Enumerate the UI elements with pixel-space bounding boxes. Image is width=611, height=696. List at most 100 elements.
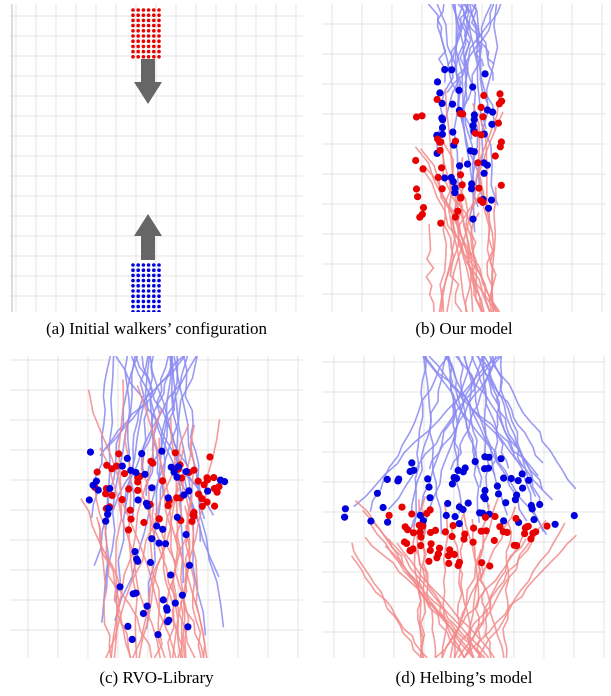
red-walker: [478, 559, 486, 567]
blue-trail: [463, 356, 483, 488]
red-walker: [146, 8, 151, 12]
red-trail: [453, 537, 533, 658]
red-walker: [146, 29, 151, 33]
blue-walker: [484, 464, 492, 472]
blue-walker: [136, 294, 140, 299]
blue-walker: [159, 525, 167, 533]
red-walker: [448, 532, 456, 541]
blue-walker: [146, 299, 151, 304]
blue-walker: [157, 299, 161, 304]
blue-walker: [134, 496, 142, 504]
red-walker: [141, 55, 146, 59]
red-walker: [385, 511, 393, 519]
blue-trail: [422, 356, 484, 535]
red-walker: [152, 8, 156, 12]
blue-walker: [528, 505, 536, 513]
red-walker: [474, 159, 482, 167]
caption-b: (b) Our model: [415, 319, 513, 338]
red-walker: [529, 529, 537, 537]
red-walker: [157, 29, 161, 33]
red-walker: [141, 18, 146, 23]
blue-walker: [106, 485, 114, 493]
red-walker: [146, 23, 151, 28]
blue-walker: [146, 558, 155, 567]
blue-walker: [136, 273, 140, 278]
red-walker: [417, 533, 425, 541]
red-walker: [436, 146, 444, 155]
blue-walker: [136, 310, 140, 312]
red-walker: [400, 538, 409, 546]
blue-walker: [485, 453, 493, 461]
blue-trail: [491, 356, 541, 509]
blue-trail: [412, 356, 427, 528]
blue-walker: [453, 474, 461, 482]
blue-walker: [146, 289, 151, 293]
blue-walker: [146, 284, 151, 288]
blue-walker: [408, 459, 416, 467]
blue-walker: [167, 571, 175, 579]
blue-walker: [494, 490, 503, 498]
blue-walker: [379, 503, 387, 512]
red-walker: [158, 477, 167, 485]
red-walker: [418, 210, 426, 218]
blue-walker: [157, 304, 161, 309]
red-walker: [495, 100, 503, 108]
red-walker: [211, 502, 219, 510]
red-walker: [124, 526, 133, 534]
blue-walker: [487, 196, 496, 204]
blue-walker: [341, 505, 349, 513]
red-walker: [412, 113, 421, 121]
red-walker: [136, 23, 140, 28]
blue-walker: [153, 522, 161, 530]
blue-walker: [519, 484, 527, 492]
red-trail: [446, 111, 504, 312]
red-walker: [146, 39, 151, 43]
red-walker: [157, 18, 161, 23]
red-walker: [136, 49, 140, 54]
red-trail: [457, 185, 483, 312]
red-walker: [490, 536, 498, 545]
red-walker: [210, 484, 218, 493]
red-walker: [543, 522, 551, 530]
red-walker: [200, 481, 208, 489]
red-trail: [438, 93, 501, 312]
red-walker: [418, 112, 426, 120]
blue-walker: [141, 310, 146, 312]
red-walker: [417, 542, 425, 550]
red-walker: [136, 39, 140, 43]
blue-walker: [104, 510, 112, 518]
blue-walker: [469, 215, 477, 223]
blue-walker: [157, 268, 161, 273]
red-walker: [510, 541, 518, 549]
blue-walker: [481, 486, 489, 495]
blue-walker: [157, 278, 161, 283]
blue-trail: [482, 356, 490, 510]
red-walker: [425, 557, 433, 565]
blue-walker: [127, 466, 135, 474]
red-walker: [408, 510, 416, 518]
helbing-model-plot: [322, 356, 606, 658]
red-walker: [152, 23, 156, 28]
red-trail: [439, 175, 453, 312]
red-walker: [441, 528, 449, 536]
red-walker: [435, 544, 444, 552]
red-walker: [127, 515, 135, 523]
red-walker: [414, 193, 422, 201]
blue-walker: [488, 120, 496, 128]
red-trail: [478, 549, 492, 658]
red-walker: [194, 477, 202, 485]
red-trail: [384, 545, 483, 658]
blue-walker: [141, 268, 146, 273]
blue-trail: [409, 356, 474, 534]
blue-walker: [133, 555, 141, 563]
blue-walker: [167, 463, 175, 471]
blue-walker: [146, 304, 151, 309]
red-walker: [141, 34, 146, 38]
blue-walker: [448, 480, 456, 488]
red-walker: [152, 29, 156, 33]
blue-walker: [102, 517, 110, 525]
red-trail: [351, 542, 423, 658]
blue-walker: [497, 455, 505, 463]
blue-walker: [131, 310, 135, 312]
blue-walker: [131, 278, 135, 283]
